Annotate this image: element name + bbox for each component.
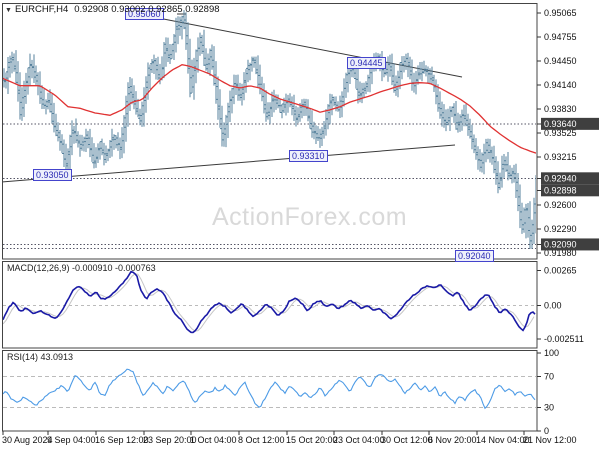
price-annotation: 0.95060 bbox=[125, 8, 164, 20]
bar-open-ticks bbox=[3, 16, 536, 242]
macd-panel bbox=[2, 261, 538, 349]
axis-price-value: 100 bbox=[544, 348, 559, 358]
time-axis-label: 9 Sep 04:00 bbox=[47, 435, 96, 445]
axis-price-value: 0.93525 bbox=[544, 128, 577, 138]
price-axis: 0.95065 0.94755 0.94450 0.94140 0.93830 0.935… bbox=[537, 8, 599, 436]
axis-price-value: 0.94755 bbox=[544, 32, 577, 42]
axis-price-value-highlighted: 0.92898 bbox=[544, 185, 577, 195]
moving-average-line bbox=[3, 64, 536, 154]
axis-price-value: -0.002511 bbox=[544, 334, 584, 344]
chart-title: ▼ EURCHF,H4 0.92908 0.93002 0.92865 0.9289… bbox=[5, 4, 220, 15]
axis-price-value: 0.00265 bbox=[544, 265, 577, 275]
axis-price-value: 30 bbox=[544, 403, 554, 413]
symbol-timeframe: EURCHF,H4 bbox=[14, 4, 69, 15]
axis-price-value: 0.91980 bbox=[544, 248, 577, 258]
collapse-arrow-icon[interactable]: ▼ bbox=[5, 7, 12, 14]
time-axis-label: 30 Oct 12:00 bbox=[381, 435, 433, 445]
macd-indicator-label: MACD(12,26,9) -0.000910 -0.000763 bbox=[7, 263, 156, 273]
axis-price-label-highlighted bbox=[541, 117, 599, 130]
axis-price-label-highlighted bbox=[541, 184, 599, 197]
time-axis-label: 8 Oct 12:00 bbox=[238, 435, 285, 445]
time-axis-label: 14 Nov 04:00 bbox=[476, 435, 530, 445]
axis-price-value: 0.95065 bbox=[544, 8, 577, 18]
rsi-indicator-label: RSI(14) 43.0913 bbox=[7, 352, 74, 362]
time-axis-label: 21 Nov 12:00 bbox=[523, 435, 577, 445]
time-axis-label: 23 Oct 04:00 bbox=[333, 435, 385, 445]
bar-close-ticks bbox=[4, 19, 536, 236]
rsi-line bbox=[3, 368, 536, 410]
axis-price-label-highlighted bbox=[541, 238, 599, 251]
axis-price-value: 0.00 bbox=[544, 301, 562, 311]
macd-main-line bbox=[3, 270, 536, 334]
axis-price-value: 0.93215 bbox=[544, 152, 577, 162]
time-axis-label: 16 Sep 12:00 bbox=[95, 435, 149, 445]
time-axis-label: 6 Nov 20:00 bbox=[428, 435, 477, 445]
price-annotation: 0.93050 bbox=[33, 169, 72, 181]
main-price-panel bbox=[2, 3, 538, 260]
price-annotation: 0.93310 bbox=[289, 150, 328, 162]
axis-price-value-highlighted: 0.92090 bbox=[544, 239, 577, 249]
time-axis-label: 15 Oct 20:00 bbox=[286, 435, 338, 445]
axis-price-value: 0.92600 bbox=[544, 200, 577, 210]
axis-price-value: 0.92290 bbox=[544, 224, 577, 234]
axis-price-value: 0 bbox=[544, 426, 549, 436]
axis-price-value: 0.94450 bbox=[544, 56, 577, 66]
time-axis-label: 1 Oct 04:00 bbox=[190, 435, 237, 445]
macd-signal-line bbox=[3, 273, 535, 332]
axis-price-value-highlighted: 0.93640 bbox=[544, 119, 577, 129]
axis-price-value: 70 bbox=[544, 371, 554, 381]
price-annotation: 0.92040 bbox=[455, 250, 494, 262]
axis-price-value: 0.93830 bbox=[544, 104, 577, 114]
watermark: ActionForex.com bbox=[212, 203, 408, 231]
macd-plot-area bbox=[3, 270, 536, 334]
axis-price-value: 0.94140 bbox=[544, 80, 577, 90]
rsi-plot-area bbox=[3, 368, 536, 410]
quote-ohlc: 0.92908 0.93002 0.92865 0.92898 bbox=[74, 4, 220, 15]
main-plot-area bbox=[3, 10, 536, 249]
axis-price-value-highlighted: 0.92940 bbox=[544, 173, 577, 183]
price-annotation: 0.94445 bbox=[347, 57, 386, 69]
time-axis-label: 30 Aug 2024 bbox=[2, 435, 53, 445]
axis-price-label-highlighted bbox=[541, 172, 599, 185]
rsi-panel bbox=[2, 350, 538, 432]
time-axis-label: 23 Sep 20:00 bbox=[143, 435, 197, 445]
